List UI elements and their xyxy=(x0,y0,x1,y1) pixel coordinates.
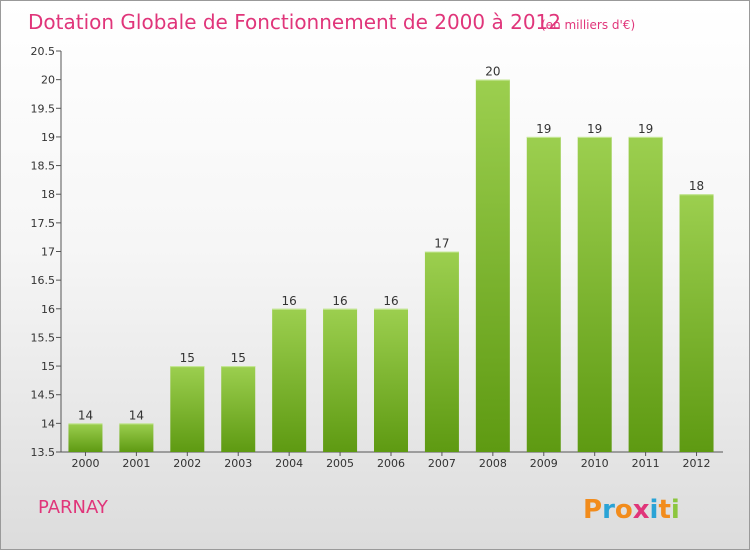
logo-letter: t xyxy=(658,495,670,525)
x-tick-label: 2005 xyxy=(326,457,354,470)
y-tick-label: 13.5 xyxy=(31,446,56,459)
logo-letter: P xyxy=(583,495,602,525)
y-tick-label: 15 xyxy=(41,360,55,373)
bar-2010 xyxy=(577,136,612,452)
x-tick-label: 2011 xyxy=(632,457,660,470)
y-axis-ticks: 13.5 14 14.5 15 15.5 16 16.5 17 17.5 18 18.5 19 19.5… xyxy=(31,45,61,459)
y-tick-label: 17.5 xyxy=(31,217,56,230)
bar-2001 xyxy=(119,423,154,452)
y-tick-label: 19.5 xyxy=(31,102,56,115)
bar-value-label: 16 xyxy=(282,294,297,308)
bar-value-label: 16 xyxy=(383,294,398,308)
x-tick-label: 2008 xyxy=(479,457,507,470)
bar-2004 xyxy=(272,308,307,452)
logo-letter: r xyxy=(602,495,615,525)
x-tick-label: 2010 xyxy=(581,457,609,470)
proxiti-logo: Proxiti xyxy=(583,495,680,525)
bar-2006 xyxy=(374,308,408,452)
y-tick-label: 15.5 xyxy=(31,331,56,344)
bar-2005 xyxy=(323,308,358,452)
x-tick-label: 2012 xyxy=(683,457,711,470)
place-name: PARNAY xyxy=(38,497,109,518)
y-tick-label: 14 xyxy=(41,417,55,430)
bar-2003 xyxy=(221,366,256,452)
x-tick-label: 2002 xyxy=(173,457,201,470)
x-tick-label: 2001 xyxy=(122,457,150,470)
x-axis-ticks: 2000 2001 2002 2003 2004 2005 2006 2007 2008 2009… xyxy=(71,452,711,470)
bar-value-label: 14 xyxy=(78,408,93,422)
bar-value-label: 15 xyxy=(180,351,195,365)
y-tick-label: 20.5 xyxy=(31,45,56,58)
bars-group: 14 14 15 15 16 16 16 17 20 19 19 19 18 xyxy=(68,65,714,453)
x-tick-label: 2004 xyxy=(275,457,303,470)
x-tick-label: 2003 xyxy=(224,457,252,470)
logo-letter: o xyxy=(615,495,633,525)
bar-2012 xyxy=(679,194,714,452)
chart-unit-note: (en milliers d'€) xyxy=(541,18,635,32)
bar-value-label: 19 xyxy=(536,122,551,136)
y-tick-label: 16.5 xyxy=(31,274,56,287)
y-tick-label: 17 xyxy=(41,246,55,259)
bar-value-label: 17 xyxy=(434,237,449,251)
bar-2009 xyxy=(526,136,561,452)
bar-value-label: 18 xyxy=(689,179,704,193)
logo-letter: i xyxy=(671,495,680,525)
y-tick-label: 18.5 xyxy=(31,160,56,173)
y-tick-label: 14.5 xyxy=(31,389,56,402)
y-tick-label: 19 xyxy=(41,131,55,144)
x-tick-label: 2009 xyxy=(530,457,558,470)
x-tick-label: 2000 xyxy=(71,457,99,470)
bar-value-label: 20 xyxy=(485,65,500,79)
x-tick-label: 2006 xyxy=(377,457,405,470)
logo-letter: x xyxy=(633,495,650,525)
chart-title: Dotation Globale de Fonctionnement de 20… xyxy=(28,10,561,34)
logo-letter: i xyxy=(650,495,659,525)
x-tick-label: 2007 xyxy=(428,457,456,470)
bar-value-label: 15 xyxy=(231,351,246,365)
y-tick-label: 16 xyxy=(41,303,55,316)
bar-2008 xyxy=(475,79,510,453)
bar-value-label: 14 xyxy=(129,408,144,422)
bar-value-label: 19 xyxy=(638,122,653,136)
y-tick-label: 20 xyxy=(41,74,55,87)
bar-value-label: 19 xyxy=(587,122,602,136)
bar-2011 xyxy=(628,136,663,452)
bar-value-label: 16 xyxy=(332,294,347,308)
bar-2007 xyxy=(424,251,459,452)
bar-2002 xyxy=(170,366,205,452)
y-tick-label: 18 xyxy=(41,188,55,201)
bar-2000 xyxy=(68,423,103,452)
